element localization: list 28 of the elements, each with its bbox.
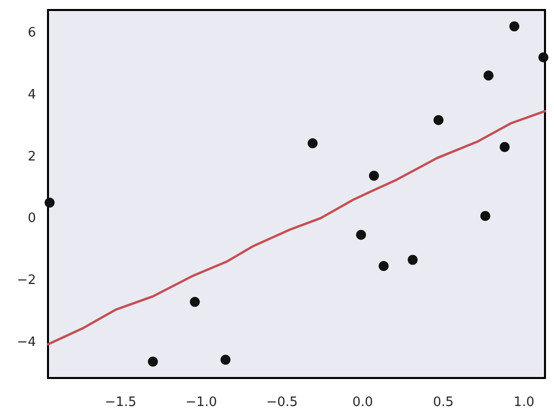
y-tick-label: −4 [16, 334, 36, 350]
point [148, 356, 158, 367]
point [378, 261, 389, 272]
point [484, 70, 494, 81]
x-tick-label: 0.0 [352, 395, 374, 410]
point [308, 138, 318, 148]
point [220, 354, 230, 365]
point [480, 210, 490, 221]
point [509, 21, 520, 32]
y-tick-label: 2 [28, 149, 36, 164]
point [538, 52, 548, 62]
x-tick-label: 0.5 [432, 395, 454, 410]
y-tick-label: −2 [16, 273, 36, 288]
point [434, 115, 444, 126]
y-tick-label: 0 [28, 211, 36, 226]
x-tick-label: −0.5 [266, 395, 298, 410]
x-tick-label: −1.5 [104, 395, 136, 410]
point [44, 198, 55, 208]
y-tick-label: 6 [28, 26, 36, 41]
line-series [46, 110, 546, 346]
point [190, 296, 200, 307]
y-tick-label: 4 [28, 88, 36, 103]
x-tick-label: −1.0 [186, 395, 218, 410]
x-tick-label: 1.0 [514, 395, 534, 410]
point [368, 170, 379, 181]
point [356, 230, 366, 240]
point [500, 142, 510, 152]
point [408, 254, 418, 265]
